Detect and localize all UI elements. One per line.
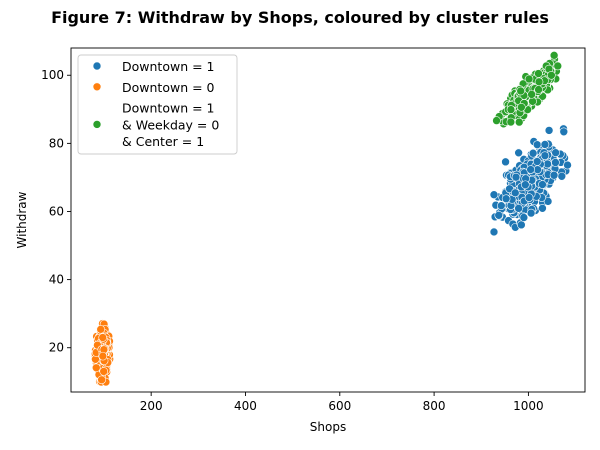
data-point [510,188,520,198]
data-point [496,201,506,210]
data-point [551,158,560,167]
data-point [544,126,554,135]
data-point [553,61,563,71]
data-point [506,117,516,127]
x-axis-label: Shops [310,420,346,434]
data-point [538,180,547,189]
x-tick-label: 600 [328,399,351,413]
x-tick-label: 1000 [513,399,544,413]
legend-label-3: Downtown = 1 [122,101,215,116]
series-2-points [90,319,115,387]
data-point [524,74,534,84]
data-point [528,148,538,158]
points-layer [90,51,572,387]
data-point [514,148,523,158]
data-point [543,159,552,169]
data-point [524,193,534,202]
chart-title: Figure 7: Withdraw by Shops, coloured by… [51,8,549,27]
data-point [506,105,516,114]
data-point [543,197,553,206]
data-point [511,172,521,182]
data-point [98,333,108,342]
legend-label-3: & Center = 1 [122,134,204,149]
data-point [517,102,526,112]
plot-frame [70,47,586,393]
data-point [549,170,559,180]
data-point [563,160,572,170]
series-3-points [492,51,563,129]
data-point [549,51,559,60]
x-tick-label: 800 [423,399,446,413]
data-point [489,227,499,237]
data-point [532,157,542,166]
data-point [534,69,543,78]
y-tick-label: 20 [49,341,64,355]
data-point [540,140,550,149]
data-point [547,70,556,80]
legend-label-1: Downtown = 1 [122,59,215,74]
series-1-points [489,124,572,237]
data-point [527,90,536,99]
y-tick-label: 80 [49,136,64,150]
data-point [501,194,511,203]
data-point [492,116,501,125]
data-point [538,204,547,213]
data-point [99,367,109,376]
data-point [551,148,560,157]
data-point [514,204,523,213]
legend-marker-1 [92,61,102,71]
data-point [526,165,535,174]
data-point [98,351,108,361]
data-point [494,211,504,220]
data-point [540,151,550,160]
y-tick-label: 60 [49,204,64,218]
y-tick-label: 40 [49,273,64,287]
data-point [514,117,524,127]
data-point [528,97,537,106]
legend-frame [77,54,238,155]
x-tick-label: 200 [140,399,163,413]
legend-label-3: & Weekday = 0 [122,117,219,132]
data-point [91,363,101,373]
data-point [519,213,529,222]
legend-marker-2 [92,82,102,92]
x-axis: 200 400 600 800 1000 [140,392,544,413]
y-tick-label: 100 [41,68,64,82]
data-point [534,85,543,94]
data-point [559,127,569,137]
x-tick-label: 400 [234,399,257,413]
data-point [526,208,536,218]
data-point [517,220,526,230]
data-point [501,157,510,167]
y-axis-label: Withdraw [15,191,29,248]
data-point [516,86,526,96]
y-axis: 20 40 60 80 100 [41,68,71,355]
data-point [97,375,106,385]
legend-label-2: Downtown = 0 [122,80,215,95]
data-point [96,325,106,334]
data-point [532,140,542,149]
data-point [557,171,567,181]
data-point [489,190,499,200]
data-point [534,77,544,87]
data-point [521,180,530,190]
legend-marker-3 [92,120,102,129]
